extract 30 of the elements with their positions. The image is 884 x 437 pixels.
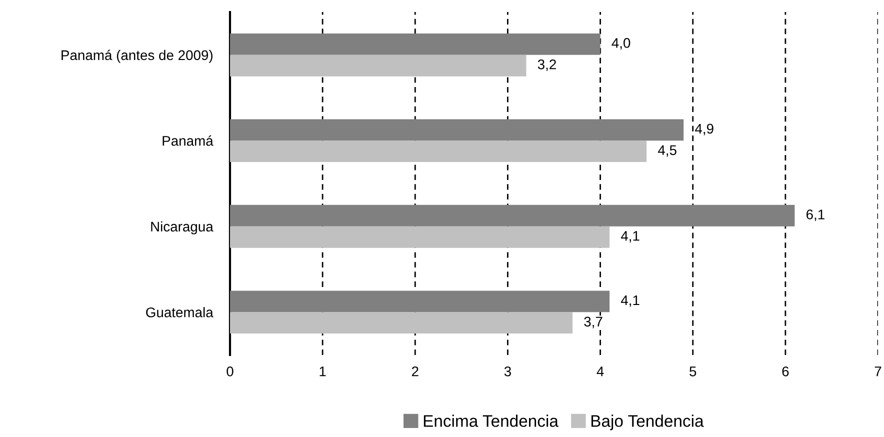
bar xyxy=(230,119,684,141)
bar xyxy=(230,33,600,55)
data-label: 4,1 xyxy=(620,231,640,242)
bar xyxy=(230,140,647,162)
bar xyxy=(230,204,795,226)
data-label: 4,0 xyxy=(612,38,630,50)
x-tick-label: 1 xyxy=(320,366,326,376)
bar xyxy=(230,312,573,334)
y-tick-label: Panamá xyxy=(162,135,214,146)
y-tick-label: Nicaragua xyxy=(151,221,214,234)
x-tick-label: 7 xyxy=(874,366,882,376)
x-tick-label: 6 xyxy=(782,366,789,376)
x-tick-label: 5 xyxy=(690,366,696,376)
legend-label: Bajo Tendencia xyxy=(591,414,704,430)
data-label: 6,1 xyxy=(806,210,824,222)
y-tick-label: Guatemala xyxy=(146,307,214,318)
data-label: 3,7 xyxy=(584,316,602,328)
data-label: 3,2 xyxy=(538,59,556,71)
x-tick-label: 3 xyxy=(504,366,511,376)
y-tick-label: Panamá (antes de 2009) xyxy=(62,50,212,63)
x-tick-label: 0 xyxy=(226,366,234,376)
legend-label: Encima Tendencia xyxy=(424,414,558,427)
bar xyxy=(230,226,610,248)
x-tick-label: 4 xyxy=(596,366,604,376)
data-label: 4,5 xyxy=(658,145,676,157)
bar xyxy=(230,290,610,312)
data-label: 4,1 xyxy=(620,295,640,307)
x-tick-label: 2 xyxy=(412,366,418,376)
bar xyxy=(230,54,526,76)
data-label: 4,9 xyxy=(695,124,714,136)
